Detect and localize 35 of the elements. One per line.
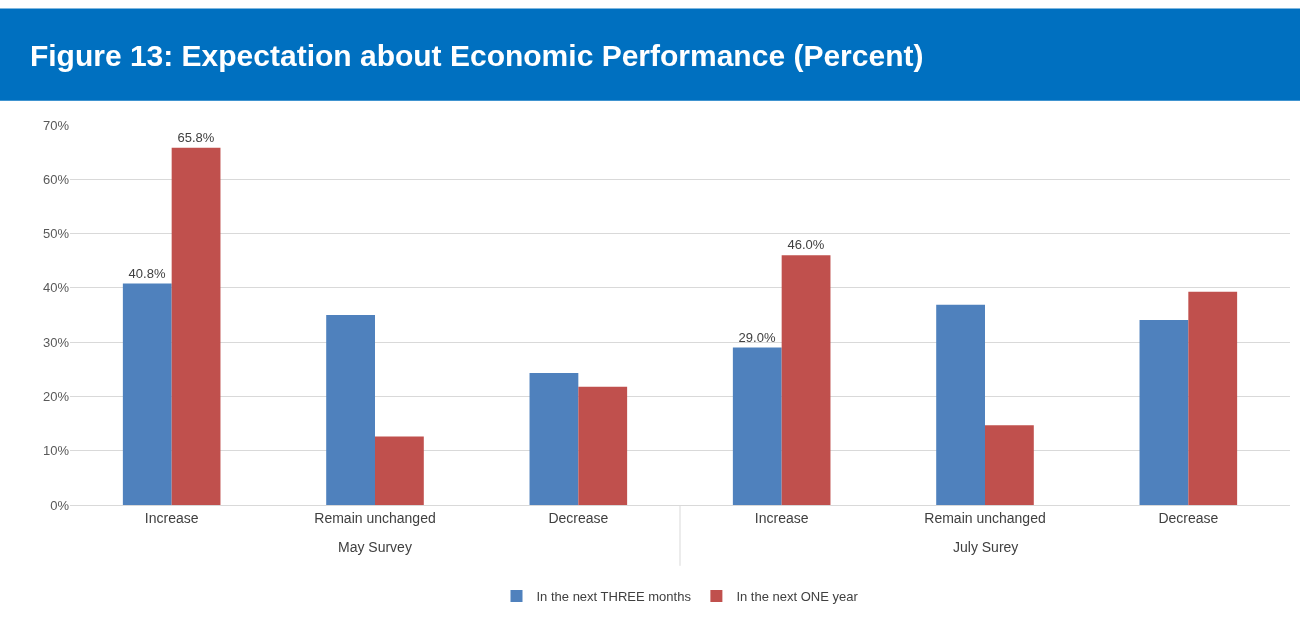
legend-label: In the next THREE months	[536, 589, 692, 605]
bar	[1139, 319, 1189, 505]
bar	[985, 425, 1034, 505]
x-tick-label: Remain unchanged	[924, 509, 1046, 526]
data-label: 65.8%	[177, 129, 215, 145]
bar	[375, 436, 424, 505]
data-label: 40.8%	[128, 265, 166, 281]
y-tick-label: 20%	[42, 388, 70, 404]
x-tick-label: Decrease	[548, 509, 609, 526]
y-tick-label: 60%	[42, 171, 70, 187]
bar	[529, 373, 579, 505]
bar	[171, 147, 221, 505]
x-tick-label: Remain unchanged	[314, 509, 436, 526]
y-tick-label: 0%	[50, 497, 70, 513]
data-label: 46.0%	[787, 237, 825, 253]
bar	[936, 304, 985, 505]
y-tick-label: 10%	[42, 443, 70, 459]
bar	[578, 386, 628, 505]
y-tick-label: 30%	[42, 334, 70, 350]
bar	[326, 315, 375, 505]
bar	[732, 347, 782, 505]
text: May Survey	[338, 539, 412, 555]
y-tick-label: 70%	[42, 117, 70, 133]
legend-label: In the next ONE year	[736, 589, 859, 605]
text: July Surey	[953, 539, 1019, 555]
bar	[781, 255, 831, 505]
chart-title: Figure 13: Expectation about Economic Performance (Percent)	[29, 39, 924, 73]
x-tick-label: Decrease	[1158, 509, 1219, 526]
x-tick-label: Increase	[754, 509, 809, 526]
y-tick-label: 50%	[42, 226, 70, 242]
data-label: 29.0%	[738, 329, 776, 345]
y-tick-label: 40%	[42, 280, 70, 296]
bar	[122, 283, 172, 505]
x-tick-label: Increase	[144, 509, 199, 526]
bar	[1188, 291, 1238, 505]
